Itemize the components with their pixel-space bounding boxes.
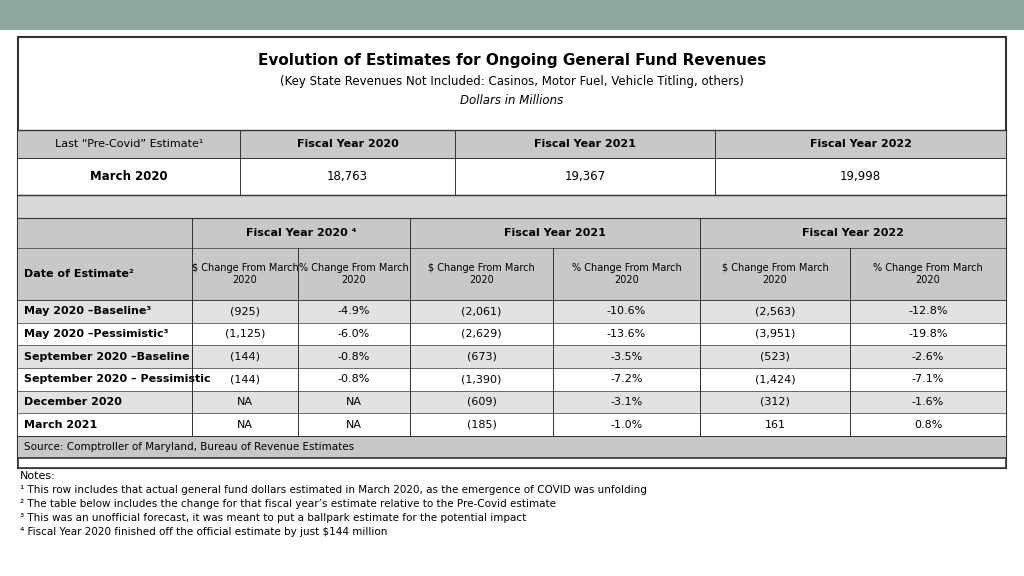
Text: -0.8%: -0.8% [338,352,371,362]
Text: 19,367: 19,367 [564,170,605,183]
Bar [18,323,1006,346]
Bar [18,391,1006,414]
Text: ² The table below includes the change for that fiscal year’s estimate relative t: ² The table below includes the change fo… [20,499,556,509]
Bar [18,346,1006,368]
Text: 19,998: 19,998 [840,170,881,183]
Bar [18,37,1006,468]
Text: % Change From March
2020: % Change From March 2020 [873,263,983,285]
Bar [18,368,1006,391]
Bar [18,218,1006,468]
Text: Source: Comptroller of Maryland, Bureau of Revenue Estimates: Source: Comptroller of Maryland, Bureau … [24,442,354,452]
Text: % Change From March
2020: % Change From March 2020 [299,263,409,285]
Text: (2,563): (2,563) [755,306,796,316]
Text: September 2020 –Baseline: September 2020 –Baseline [24,352,189,362]
Text: Fiscal Year 2021: Fiscal Year 2021 [504,228,606,238]
Text: (2,629): (2,629) [461,329,502,339]
Text: 0.8%: 0.8% [913,420,942,430]
Text: -4.9%: -4.9% [338,306,371,316]
Text: May 2020 –Baseline³: May 2020 –Baseline³ [24,306,152,316]
Bar [18,195,1006,218]
Text: Evolution of Estimates for Ongoing General Fund Revenues: Evolution of Estimates for Ongoing Gener… [258,52,766,67]
Text: -19.8%: -19.8% [908,329,948,339]
Text: (144): (144) [230,374,260,384]
Text: (1,424): (1,424) [755,374,796,384]
Text: September 2020 – Pessimistic: September 2020 – Pessimistic [24,374,211,384]
Text: Notes:: Notes: [20,471,55,481]
Text: NA: NA [346,397,362,407]
Text: Dollars in Millions: Dollars in Millions [461,93,563,107]
Text: Fiscal Year 2022: Fiscal Year 2022 [802,228,904,238]
Text: 18,763: 18,763 [327,170,368,183]
Text: NA: NA [237,397,253,407]
Text: Fiscal Year 2020 ⁴: Fiscal Year 2020 ⁴ [246,228,356,238]
Text: % Change From March
2020: % Change From March 2020 [571,263,681,285]
Text: Date of Estimate²: Date of Estimate² [24,269,134,279]
Bar [18,300,1006,323]
Text: May 2020 –Pessimistic³: May 2020 –Pessimistic³ [24,329,169,339]
Text: -1.6%: -1.6% [912,397,944,407]
Text: -7.2%: -7.2% [610,374,643,384]
Text: -6.0%: -6.0% [338,329,370,339]
Text: December 2020: December 2020 [24,397,122,407]
Text: (609): (609) [467,397,497,407]
Text: $ Change From March
2020: $ Change From March 2020 [191,263,298,285]
Bar [18,414,1006,436]
Text: $ Change From March
2020: $ Change From March 2020 [722,263,828,285]
Text: (312): (312) [760,397,790,407]
Text: ⁴ Fiscal Year 2020 finished off the official estimate by just $144 million: ⁴ Fiscal Year 2020 finished off the offi… [20,527,387,537]
Text: (Key State Revenues Not Included: Casinos, Motor Fuel, Vehicle Titling, others): (Key State Revenues Not Included: Casino… [280,75,744,89]
Text: ¹ This row includes that actual general fund dollars estimated in March 2020, as: ¹ This row includes that actual general … [20,485,647,495]
Text: 161: 161 [765,420,785,430]
Text: NA: NA [346,420,362,430]
Text: -3.1%: -3.1% [610,397,643,407]
Text: (185): (185) [467,420,497,430]
Text: (673): (673) [467,352,497,362]
Text: Fiscal Year 2020: Fiscal Year 2020 [297,139,398,149]
Bar [0,0,1024,30]
Text: Fiscal Year 2021: Fiscal Year 2021 [535,139,636,149]
Bar [18,248,1006,300]
Text: Last “Pre-Covid” Estimate¹: Last “Pre-Covid” Estimate¹ [55,139,203,149]
Text: (1,125): (1,125) [225,329,265,339]
Text: (144): (144) [230,352,260,362]
Text: (925): (925) [230,306,260,316]
Bar [18,130,1006,158]
Text: NA: NA [237,420,253,430]
Bar [18,158,1006,195]
Text: (2,061): (2,061) [462,306,502,316]
Text: -12.8%: -12.8% [908,306,948,316]
Text: -2.6%: -2.6% [911,352,944,362]
Text: (1,390): (1,390) [462,374,502,384]
Text: March 2021: March 2021 [24,420,97,430]
Text: ³ This was an unofficial forecast, it was meant to put a ballpark estimate for t: ³ This was an unofficial forecast, it wa… [20,513,526,523]
Text: -3.5%: -3.5% [610,352,643,362]
Text: -0.8%: -0.8% [338,374,371,384]
Bar [18,218,1006,248]
Text: March 2020: March 2020 [90,170,168,183]
Text: Fiscal Year 2022: Fiscal Year 2022 [810,139,911,149]
Text: (3,951): (3,951) [755,329,796,339]
Bar [18,436,1006,458]
Text: -13.6%: -13.6% [607,329,646,339]
Text: (523): (523) [760,352,790,362]
Text: $ Change From March
2020: $ Change From March 2020 [428,263,535,285]
Text: -1.0%: -1.0% [610,420,643,430]
Text: -10.6%: -10.6% [607,306,646,316]
Text: -7.1%: -7.1% [911,374,944,384]
